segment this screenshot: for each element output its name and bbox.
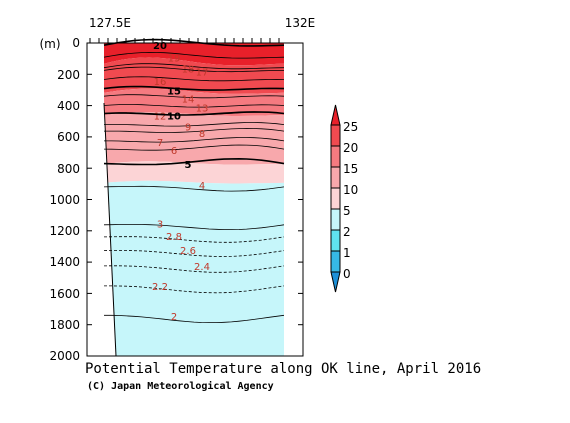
y-tick-label: 200 (57, 68, 80, 82)
y-tick-label: 1200 (49, 224, 80, 238)
contour-line (104, 314, 285, 323)
contour-label: 2 (171, 312, 177, 323)
colorbar-labels: 25 20 15 10 5 2 1 0 (343, 120, 358, 281)
contour-label: 19 (168, 54, 181, 65)
contour-label: 9 (185, 123, 191, 134)
plot-border (86, 42, 304, 357)
temperature-band (104, 57, 284, 94)
contour-line (103, 122, 285, 127)
contour-label: 8 (199, 129, 205, 140)
y-tick-label: 1600 (49, 287, 80, 301)
contour-line (103, 250, 285, 258)
contour-label: 4 (199, 181, 205, 192)
y-tick-label: 600 (57, 130, 80, 144)
contour-line (103, 38, 285, 47)
colorbar-label: 0 (343, 267, 351, 281)
contour-line (104, 285, 285, 294)
colorbar-label: 25 (343, 120, 358, 134)
temperature-band (104, 43, 284, 66)
y-tick-label: 0 (72, 36, 80, 50)
contour-label: 12 (154, 112, 167, 123)
contour-line (103, 157, 285, 166)
contour-line (103, 85, 285, 91)
colorbar-swatch (330, 145, 341, 168)
y-tick-label: 1000 (49, 193, 80, 207)
contour-line (103, 51, 285, 59)
colorbar-swatch (330, 208, 341, 231)
colorbar-swatch (330, 187, 341, 210)
contour-label: 2.4 (194, 262, 210, 273)
colorbar-bottom-arrow (330, 271, 341, 293)
colorbar-label: 5 (343, 204, 351, 218)
contour-line (103, 236, 285, 243)
contour-label: 15 (167, 87, 181, 98)
contour-line (103, 185, 285, 192)
contour-line (104, 137, 285, 143)
colorbar-swatch (330, 124, 341, 147)
contour-line (103, 265, 285, 273)
contour-label: 2.8 (166, 232, 182, 243)
bottom-topography-line (103, 102, 117, 357)
colorbar-label: 1 (343, 246, 351, 260)
x-tick-label-right: 132E (285, 16, 316, 30)
y-tick-label: 800 (57, 162, 80, 176)
contour-line (103, 76, 285, 82)
contour-label: 10 (167, 112, 181, 123)
contour-label: 3 (157, 220, 163, 231)
colorbar-swatch (330, 250, 341, 273)
contour-label: 13 (196, 104, 209, 115)
contour-label: 5 (185, 160, 192, 171)
contour-line (104, 127, 285, 133)
colorbar-swatch (330, 166, 341, 189)
y-tick-label: 2000 (49, 349, 80, 363)
colorbar-label: 20 (343, 141, 358, 155)
contour-line (103, 144, 285, 151)
colorbar-label: 10 (343, 183, 358, 197)
contour-label: 2.6 (180, 246, 196, 257)
colorbar-label: 15 (343, 162, 358, 176)
contour-label: 14 (182, 94, 195, 105)
y-tick-label: 1800 (49, 318, 80, 332)
x-tick-label-left: 127.5E (89, 16, 131, 30)
contour-line (103, 66, 284, 73)
y-axis: 0 200 400 600 800 1000 1200 1400 1600 18… (49, 36, 80, 363)
y-tick-label: 400 (57, 99, 80, 113)
contour-line (103, 104, 285, 108)
credit-line: (C) Japan Meteorological Agency (87, 380, 274, 392)
contour-label: 16 (154, 77, 167, 88)
y-tick-label: 1400 (49, 255, 80, 269)
temperature-band (104, 161, 284, 184)
colorbar-top-arrow (330, 104, 341, 126)
contour-line (103, 94, 285, 99)
contour-line (103, 111, 285, 116)
contour-label: 6 (171, 146, 177, 157)
chart-title: Potential Temperature along OK line, Apr… (85, 361, 481, 377)
contour-line (103, 63, 285, 70)
y-unit-label: (m) (39, 37, 60, 51)
colorbar-swatch (330, 229, 341, 252)
contour-label: 7 (157, 138, 163, 149)
contour-line (103, 224, 285, 230)
contour-label: 17 (196, 68, 209, 79)
contour-label: 2.2 (152, 282, 168, 293)
temperature-band (104, 112, 284, 165)
colorbar (330, 104, 341, 293)
contour-label: 20 (153, 41, 167, 52)
colorbar-label: 2 (343, 225, 351, 239)
